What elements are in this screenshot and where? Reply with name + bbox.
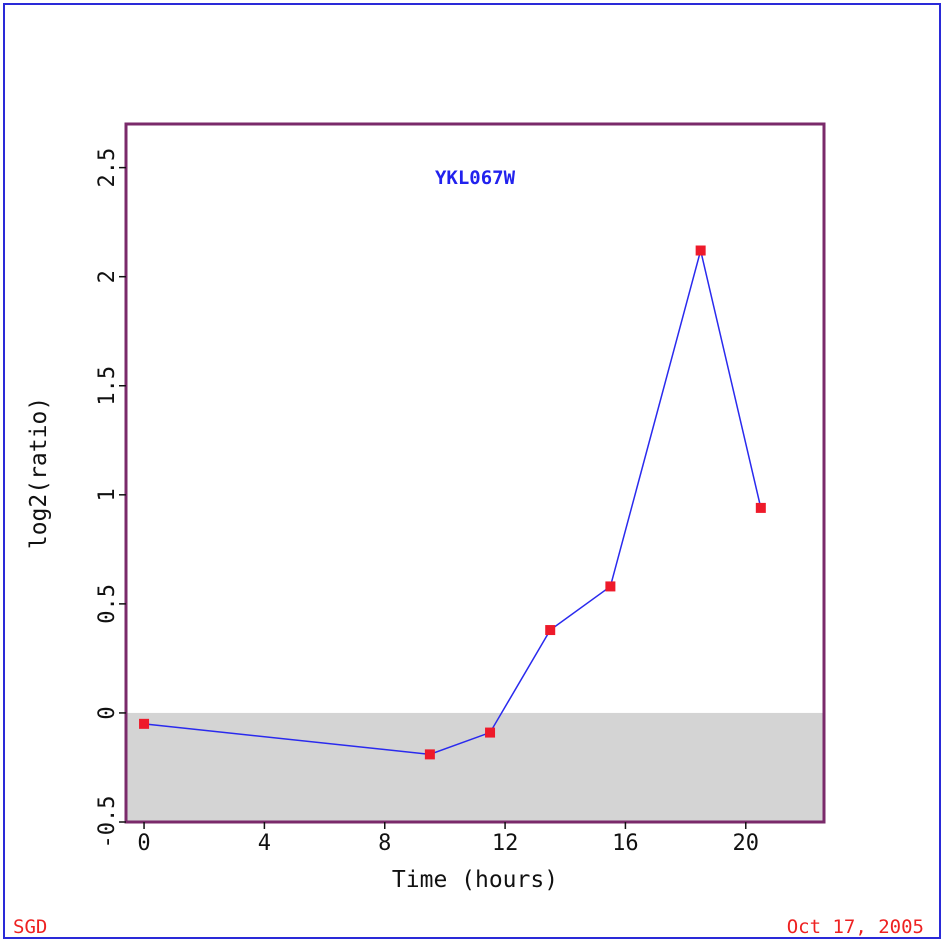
series-markers [139,245,766,760]
y-axis-ticks: -0.5 0 0.5 1 1.5 2 2.5 [95,148,126,849]
y-tick-label: 0 [95,706,120,719]
x-tick-label: 16 [612,831,639,856]
y-tick-label: 2.5 [95,148,120,188]
series-line [143,250,762,756]
y-tick-label: 1 [95,488,120,501]
data-point [485,727,496,738]
data-point [695,245,706,256]
y-tick-label: 1.5 [95,366,120,406]
x-tick-label: 12 [492,831,519,856]
x-tick-label: 8 [378,831,391,856]
x-tick-label: 20 [733,831,760,856]
chart-title: YKL067W [435,167,516,189]
x-axis-title: Time (hours) [392,867,558,893]
data-point [139,718,150,729]
data-point [545,625,556,636]
plot-area-border [124,122,826,824]
footer-source-label: SGD [13,916,48,938]
data-point [605,581,616,592]
figure-frame [3,3,941,939]
data-point [755,502,766,513]
x-tick-label: 4 [258,831,271,856]
y-tick-label: -0.5 [95,796,120,849]
y-axis-title: log2(ratio) [26,397,52,549]
y-tick-label: 2 [95,270,120,283]
footer-date-label: Oct 17, 2005 [786,916,924,938]
x-tick-label: 0 [137,831,150,856]
negative-region-band [126,712,824,822]
x-axis-ticks: 0 4 8 12 16 20 [137,822,759,856]
y-tick-label: 0.5 [95,584,120,624]
data-point [424,749,435,760]
